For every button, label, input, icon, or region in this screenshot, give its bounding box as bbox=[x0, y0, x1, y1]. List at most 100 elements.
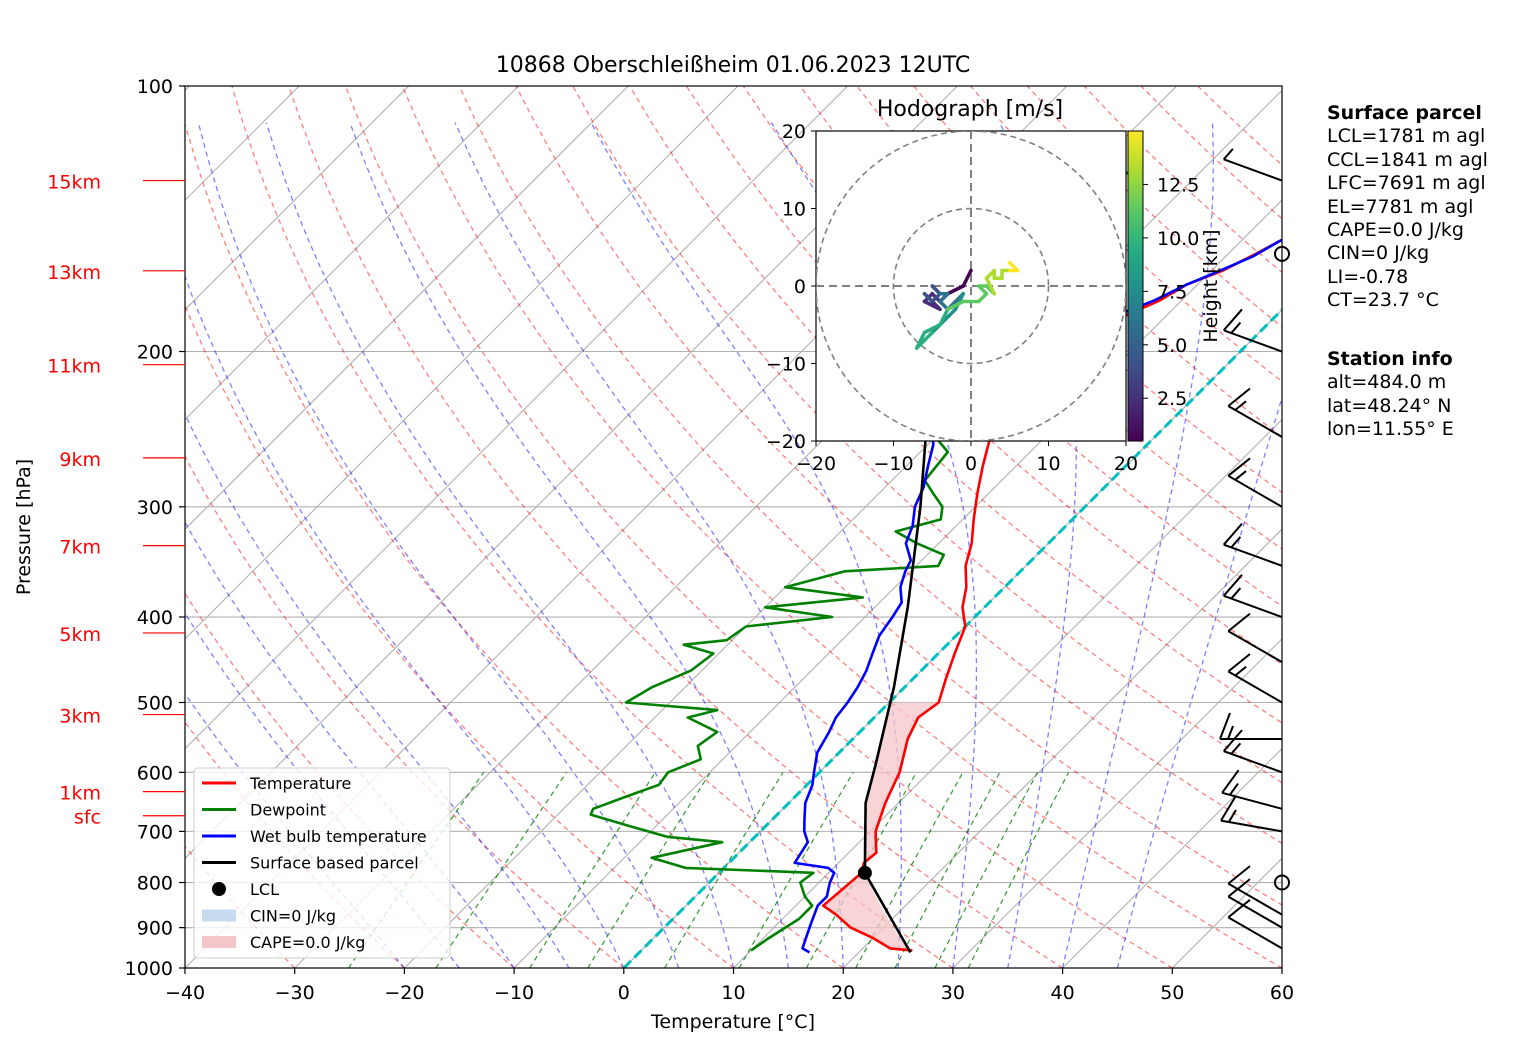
height-label: sfc bbox=[74, 807, 101, 829]
colorbar bbox=[1127, 130, 1144, 442]
colorbar-tick-label: 10.0 bbox=[1157, 228, 1199, 250]
wind-barb-flag bbox=[1227, 878, 1251, 898]
isotherm-line bbox=[185, 86, 519, 421]
mixing-ratio-line bbox=[587, 771, 711, 968]
surface-parcel-cin: CIN=0 J/kg bbox=[1327, 242, 1430, 265]
legend-label: Dewpoint bbox=[250, 801, 326, 820]
colorbar-label: Height [km] bbox=[1200, 229, 1222, 342]
hodograph-segment bbox=[946, 284, 965, 296]
legend-label: Wet bulb temperature bbox=[250, 827, 427, 846]
hodograph-title: Hodograph [m/s] bbox=[877, 97, 1063, 122]
moist-adiabat bbox=[1061, 122, 1215, 968]
mixing-ratio-line bbox=[894, 772, 1001, 968]
surface-parcel-li: LI=-0.78 bbox=[1327, 265, 1409, 288]
wind-barb-staff bbox=[1221, 791, 1283, 810]
wind-barb-flag bbox=[1222, 574, 1243, 597]
hodo-x-tick-label: 10 bbox=[1036, 453, 1060, 475]
y-axis-label: Pressure [hPa] bbox=[13, 459, 35, 595]
moist-adiabat bbox=[349, 122, 790, 968]
isotherm-line bbox=[1062, 747, 1282, 968]
wind-barb-half bbox=[1227, 725, 1234, 740]
colorbar-tick-label: 2.5 bbox=[1157, 388, 1187, 410]
dry-adiabat bbox=[458, 86, 1282, 906]
hodo-x-tick-label: −10 bbox=[873, 453, 913, 475]
dry-adiabat bbox=[401, 86, 1282, 968]
mixing-ratio-line bbox=[805, 772, 918, 968]
colorbar-tick-label: 5.0 bbox=[1157, 335, 1187, 357]
moist-adiabat bbox=[454, 122, 844, 968]
x-tick-label: 0 bbox=[618, 982, 630, 1004]
y-tick-label: 1000 bbox=[125, 958, 173, 980]
wind-barb-flag bbox=[1227, 457, 1251, 477]
surface-parcel-ct: CT=23.7 °C bbox=[1327, 289, 1439, 312]
x-tick-label: 40 bbox=[1051, 982, 1075, 1004]
legend-label: Surface based parcel bbox=[250, 854, 419, 873]
surface-parcel-panel: Surface parcel LCL=1781 m agl CCL=1841 m… bbox=[1327, 102, 1488, 313]
wind-barb-flag bbox=[1222, 729, 1243, 752]
mixing-ratio-line bbox=[738, 771, 854, 968]
wind-barb-calm bbox=[1274, 874, 1290, 891]
wind-barb-flag bbox=[1220, 796, 1237, 822]
legend-label: Temperature bbox=[249, 774, 351, 793]
y-tick-label: 600 bbox=[137, 762, 173, 784]
wind-barb-staff bbox=[1223, 594, 1283, 618]
wind-barb-staff bbox=[1227, 405, 1283, 438]
moist-adiabat bbox=[1116, 395, 1282, 968]
y-tick-label: 300 bbox=[137, 497, 173, 519]
height-label: 11km bbox=[47, 356, 101, 378]
height-label: 9km bbox=[59, 449, 101, 471]
x-tick-label: 50 bbox=[1160, 982, 1184, 1004]
legend-label: CIN=0 J/kg bbox=[250, 907, 336, 926]
hodograph-area bbox=[816, 131, 1126, 441]
wind-barb-staff bbox=[1227, 630, 1283, 663]
wind-barb-flag bbox=[1227, 387, 1251, 407]
hodograph-segment bbox=[961, 268, 973, 288]
hodo-y-tick-label: 10 bbox=[782, 199, 806, 221]
isotherm-line bbox=[185, 86, 848, 750]
wind-barb-flag bbox=[1222, 522, 1243, 546]
hodograph-segment bbox=[930, 299, 942, 311]
hodograph-segment bbox=[938, 292, 950, 304]
legend-swatch bbox=[212, 882, 226, 896]
x-tick-label: 10 bbox=[721, 982, 745, 1004]
y-tick-label: 800 bbox=[137, 873, 173, 895]
y-tick-label: 500 bbox=[137, 692, 173, 714]
dry-adiabat bbox=[185, 455, 625, 968]
x-tick-label: −30 bbox=[275, 982, 315, 1004]
hodo-y-tick-label: −20 bbox=[766, 431, 806, 453]
wind-barb-flag bbox=[1227, 899, 1251, 919]
legend-swatch bbox=[202, 936, 236, 948]
surface-parcel-lfc: LFC=7691 m agl bbox=[1327, 172, 1486, 195]
x-axis-label: Temperature [°C] bbox=[650, 1011, 815, 1033]
legend-swatch bbox=[202, 909, 236, 922]
mixing-ratio-line bbox=[967, 772, 1070, 968]
hodo-y-tick-label: 0 bbox=[794, 276, 806, 298]
height-label: 7km bbox=[59, 537, 101, 559]
y-tick-label: 700 bbox=[137, 821, 173, 843]
hodograph-segment bbox=[938, 299, 950, 311]
surface-parcel-el: EL=7781 m agl bbox=[1327, 195, 1474, 218]
wind-barb-staff bbox=[1223, 543, 1283, 567]
moist-adiabat bbox=[185, 611, 460, 968]
mixing-ratio-line bbox=[435, 771, 568, 968]
y-tick-label: 100 bbox=[137, 76, 173, 98]
y-tick-label: 400 bbox=[137, 607, 173, 629]
wind-barb-half bbox=[1234, 470, 1247, 481]
hodograph-segment bbox=[946, 307, 958, 319]
hodograph-segment bbox=[977, 292, 989, 304]
height-label: 5km bbox=[59, 624, 101, 646]
isotherm-line bbox=[185, 86, 739, 640]
height-label: 15km bbox=[47, 172, 101, 194]
chart-title: 10868 Oberschleißheim 01.06.2023 12UTC bbox=[496, 53, 971, 78]
station-longitude: lon=11.55° E bbox=[1327, 418, 1454, 441]
hodograph-segment bbox=[922, 323, 942, 335]
freezing-isotherm bbox=[622, 307, 1282, 968]
hodograph-segment bbox=[922, 330, 934, 342]
hodograph-segment bbox=[938, 307, 950, 327]
moist-adiabat bbox=[770, 122, 978, 968]
x-tick-label: 20 bbox=[831, 982, 855, 1004]
hodograph-ring bbox=[892, 207, 1050, 365]
x-tick-label: 30 bbox=[941, 982, 965, 1004]
